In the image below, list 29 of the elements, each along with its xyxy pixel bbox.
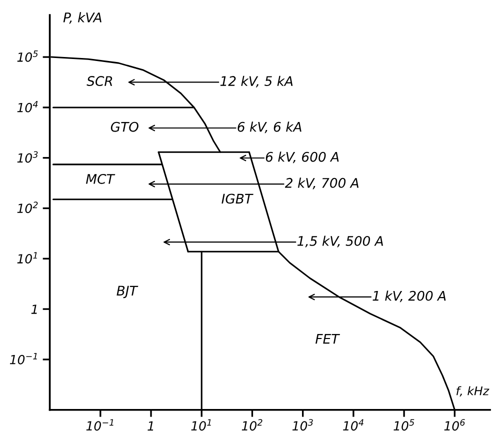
- annotation: 1,5 kV, 500 A: [297, 236, 383, 248]
- y-tick-label: 10$^{5}$: [17, 50, 38, 62]
- annotation: 6 kV, 6 kA: [238, 122, 302, 134]
- y-tick-label: 10$^{3}$: [17, 151, 38, 163]
- y-tick-label: 10$^{1}$: [17, 252, 37, 264]
- annotation: GTO: [110, 122, 138, 132]
- y-tick-label: 10$^{4}$: [17, 100, 38, 112]
- x-tick-label: 1: [148, 421, 154, 430]
- x-tick-label: 10$^{2}$: [242, 419, 262, 431]
- x-tick-label: 10$^{3}$: [292, 419, 313, 431]
- x-axis-title: f, kHz: [456, 386, 490, 397]
- y-axis-title: P, kVA: [63, 12, 102, 24]
- annotation: SCR: [86, 76, 112, 86]
- y-tick-label: 1: [31, 304, 37, 314]
- y-tick-label: 10$^{2}$: [17, 202, 38, 214]
- y-tick-label: 10$^{−1}$: [10, 352, 37, 364]
- x-tick-label: 10$^{1}$: [191, 419, 211, 431]
- x-tick-label: 10$^{5}$: [394, 419, 414, 431]
- annotation: 1 kV, 200 A: [372, 290, 446, 302]
- annotation: 6 kV, 600 A: [266, 152, 339, 164]
- x-tick-label: 10$^{6}$: [444, 419, 465, 431]
- annotation: 2 kV, 700 A: [284, 178, 359, 190]
- annotation: BJT: [116, 286, 138, 298]
- annotation: IGBT: [222, 194, 254, 204]
- annotation: 12 kV, 5 kA: [220, 76, 293, 88]
- annotation: FET: [316, 334, 340, 344]
- x-tick-label: 10$^{4}$: [343, 419, 364, 431]
- x-tick-label: 10$^{−1}$: [86, 419, 114, 431]
- annotation: MCT: [86, 174, 116, 184]
